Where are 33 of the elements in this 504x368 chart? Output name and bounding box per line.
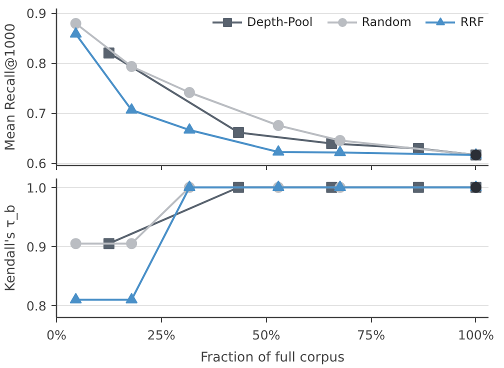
point bbox=[126, 61, 138, 72]
legend-label: Random bbox=[362, 15, 412, 29]
x-tick-label: 75% bbox=[357, 328, 386, 342]
y-tick-label: 0.8 bbox=[26, 56, 47, 71]
y-tick-label: 0.8 bbox=[26, 298, 47, 314]
x-tick-label: 50% bbox=[252, 328, 280, 342]
y-axis-title: Mean Recall@1000 bbox=[3, 23, 18, 151]
y-tick-label: 0.9 bbox=[26, 240, 47, 255]
x-axis-title: Fraction of full corpus bbox=[200, 350, 345, 366]
point bbox=[334, 146, 346, 156]
y-tick-label: 0.7 bbox=[26, 106, 47, 121]
point bbox=[272, 120, 284, 131]
point bbox=[184, 87, 195, 98]
point bbox=[272, 145, 284, 156]
point bbox=[70, 292, 82, 304]
y-tick-label: 1.0 bbox=[26, 180, 47, 196]
point bbox=[334, 135, 346, 146]
x-tick-label: 100% bbox=[458, 328, 494, 342]
point bbox=[126, 292, 138, 304]
point bbox=[70, 27, 82, 38]
x-tick-label: 25% bbox=[147, 328, 176, 342]
point bbox=[126, 238, 138, 250]
point bbox=[70, 238, 82, 250]
y-tick-label: 0.9 bbox=[26, 6, 47, 21]
y-tick-label: 0.6 bbox=[26, 156, 47, 171]
legend-label: Depth-Pool bbox=[247, 15, 313, 29]
x-tick-label: 0% bbox=[46, 328, 67, 342]
legend-label: RRF bbox=[460, 15, 484, 29]
point bbox=[183, 123, 196, 134]
y-axis-title: Kendall's τ_b bbox=[3, 204, 18, 292]
point bbox=[126, 103, 138, 114]
point bbox=[233, 127, 244, 138]
point bbox=[70, 18, 82, 29]
